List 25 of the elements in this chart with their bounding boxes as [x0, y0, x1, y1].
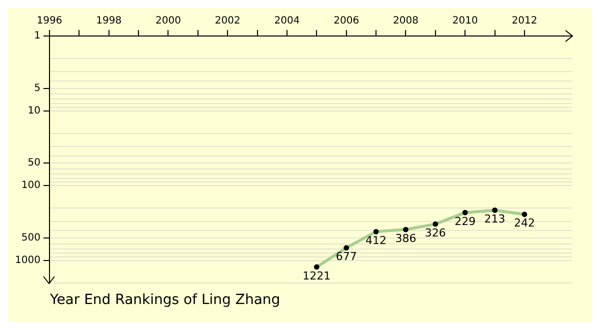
x-tick-label: 2008 — [393, 16, 418, 27]
data-label: 386 — [395, 232, 416, 245]
text: Year End Rankings of Ling Zhang — [49, 292, 282, 308]
x-tick-label: 2006 — [334, 16, 360, 27]
data-label: 1221 — [302, 269, 331, 282]
y-tick-label: 50 — [28, 158, 40, 169]
y-tick-label: 500 — [21, 232, 40, 244]
data-label: 412 — [366, 234, 387, 248]
data-label: 326 — [424, 226, 446, 240]
data-label: 213 — [484, 212, 506, 226]
y-tick-label: 5 — [34, 82, 40, 94]
x-tick-label: 1998 — [96, 16, 122, 27]
x-tick-label: 2010 — [452, 16, 478, 27]
y-tick-label: 100 — [21, 180, 40, 192]
y-tick-label: 10 — [28, 105, 40, 116]
x-tick-label: 2002 — [214, 16, 240, 27]
data-label: 229 — [454, 214, 476, 228]
x-tick-label: 1996 — [36, 16, 62, 27]
x-tick-label: 2004 — [274, 16, 300, 27]
y-tick-label: 1 — [34, 30, 40, 42]
data-label: 242 — [514, 216, 535, 230]
x-tick-label: 2012 — [512, 16, 538, 27]
data-label: 677 — [336, 250, 357, 264]
y-tick-label: 1000 — [14, 255, 40, 266]
x-tick-label: 2000 — [155, 16, 181, 27]
